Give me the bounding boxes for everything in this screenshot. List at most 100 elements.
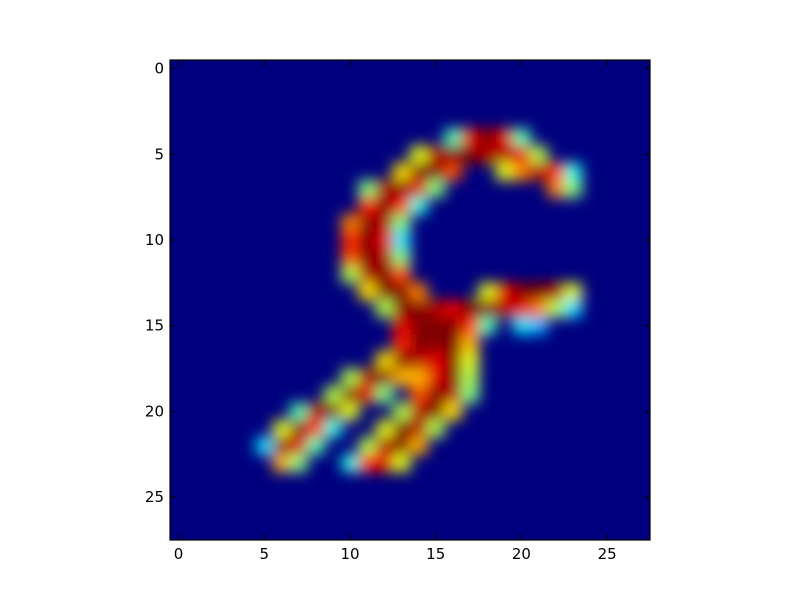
heatmap-cell xyxy=(444,317,462,335)
heatmap-cell xyxy=(358,368,377,387)
heatmap-cell xyxy=(392,437,411,455)
heatmap-cell xyxy=(444,128,462,147)
x-tick-label: 5 xyxy=(260,545,270,563)
heatmap-cell xyxy=(341,368,360,387)
heatmap-cell xyxy=(375,231,394,250)
heatmap-cell xyxy=(307,437,325,455)
heatmap-cell xyxy=(564,300,582,318)
heatmap-cell xyxy=(392,282,411,301)
heatmap-cell xyxy=(358,282,377,301)
heatmap-cell xyxy=(375,300,394,318)
x-tick-label: 25 xyxy=(598,545,617,563)
heatmap-cell xyxy=(512,317,531,335)
heatmap-cell xyxy=(341,214,360,232)
heatmap-cell xyxy=(358,265,377,284)
heatmap-cell xyxy=(375,437,394,455)
heatmap-cell xyxy=(290,454,308,472)
heatmap-cell xyxy=(392,368,411,387)
heatmap-cell xyxy=(410,351,428,370)
heatmap-cell xyxy=(478,300,497,318)
heatmap-cell xyxy=(358,454,377,472)
heatmap-cell xyxy=(427,351,445,370)
heatmap-cell xyxy=(547,162,565,181)
heatmap-cell xyxy=(324,420,342,438)
heatmap-cell xyxy=(461,368,480,387)
plot-frame xyxy=(169,59,651,541)
heatmap-cell xyxy=(547,282,565,301)
heatmap-cell xyxy=(375,385,394,404)
heatmap-cell xyxy=(427,317,445,335)
heatmap-cell xyxy=(255,437,274,455)
y-tick-label: 0 xyxy=(154,60,164,78)
heatmap-cell xyxy=(444,162,462,181)
heatmap-cell xyxy=(375,420,394,438)
heatmap-cell xyxy=(410,402,428,421)
heatmap-cell xyxy=(410,420,428,438)
x-tick-label: 15 xyxy=(426,545,445,563)
heatmap-cell xyxy=(564,162,582,181)
heatmap-cell xyxy=(410,162,428,181)
heatmap-cell xyxy=(358,214,377,232)
heatmap-cell xyxy=(564,282,582,301)
heatmap-cell xyxy=(375,454,394,472)
x-tick-label: 20 xyxy=(512,545,531,563)
heatmap-cell xyxy=(530,145,548,164)
heatmap-cell xyxy=(358,437,377,455)
heatmap-cell xyxy=(564,180,582,198)
heatmap-cell xyxy=(427,334,445,352)
heatmap-cell xyxy=(375,180,394,198)
heatmap-cell xyxy=(375,214,394,232)
heatmap-cell xyxy=(530,300,548,318)
heatmap-cell xyxy=(444,145,462,164)
heatmap-cell xyxy=(290,437,308,455)
heatmap-cell xyxy=(530,162,548,181)
heatmap-cell xyxy=(427,385,445,404)
heatmap-cell xyxy=(358,180,377,198)
heatmap-cell xyxy=(427,420,445,438)
heatmap-cell xyxy=(392,454,411,472)
heatmap-cell xyxy=(375,265,394,284)
heatmap-cell xyxy=(444,385,462,404)
heatmap-cell xyxy=(341,265,360,284)
heatmap-cell xyxy=(427,180,445,198)
x-tick-label: 0 xyxy=(174,545,184,563)
heatmap-cell xyxy=(530,282,548,301)
heatmap-cell xyxy=(427,162,445,181)
heatmap-cell xyxy=(444,334,462,352)
y-axis: 0 5 10 15 20 25 xyxy=(145,60,650,506)
heatmap-cell xyxy=(272,454,291,472)
heatmap-cell xyxy=(324,402,342,421)
y-tick-label: 10 xyxy=(145,231,164,249)
heatmap-cell xyxy=(375,248,394,267)
y-tick-label: 25 xyxy=(145,488,164,506)
heatmap-cell xyxy=(341,454,360,472)
heatmap-cell xyxy=(358,385,377,404)
heatmap-cell xyxy=(512,162,531,181)
y-tick-label: 20 xyxy=(145,402,164,420)
heatmap-cell xyxy=(512,300,531,318)
heatmap-cell xyxy=(392,402,411,421)
heatmap-cell xyxy=(444,351,462,370)
heatmap-cell xyxy=(495,145,514,164)
heatmap-cell xyxy=(392,420,411,438)
heatmap-cell xyxy=(461,317,480,335)
heatmap-cell xyxy=(358,248,377,267)
heatmap-cell xyxy=(410,385,428,404)
heatmap-cell xyxy=(547,180,565,198)
heatmap-cell xyxy=(427,368,445,387)
heatmap-cell xyxy=(410,145,428,164)
heatmap-cell xyxy=(512,128,531,147)
heatmap-cell xyxy=(392,248,411,267)
heatmap-cell xyxy=(495,162,514,181)
y-tick-label: 5 xyxy=(154,145,164,163)
heatmap-cell xyxy=(478,317,497,335)
heatmap-cell xyxy=(444,368,462,387)
heatmap-cell xyxy=(307,402,325,421)
heatmap-cell xyxy=(392,180,411,198)
heatmap-cell xyxy=(461,334,480,352)
heatmap-cell xyxy=(495,300,514,318)
heatmap-cell xyxy=(461,351,480,370)
heatmap-cell xyxy=(341,231,360,250)
heatmap-cell xyxy=(375,197,394,215)
heatmap-cell xyxy=(495,282,514,301)
